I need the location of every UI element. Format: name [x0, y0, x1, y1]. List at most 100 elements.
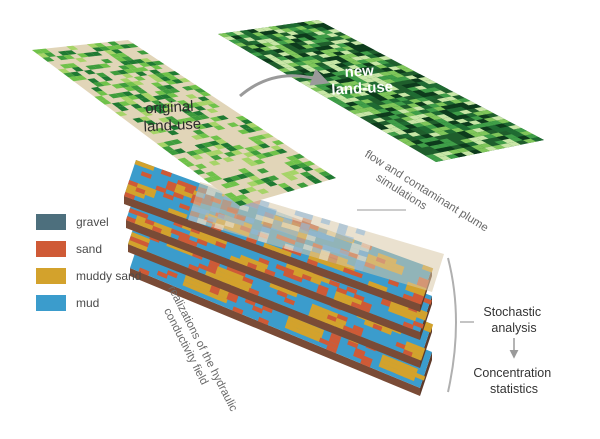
original-land-cell — [161, 107, 174, 113]
original-land-cell — [237, 129, 250, 135]
original-land-cell — [125, 99, 138, 105]
plume-cell — [209, 206, 221, 214]
original-land-cell — [58, 68, 71, 74]
soil-cell — [226, 294, 238, 303]
original-land-cell — [108, 93, 121, 99]
original-land-cell — [121, 56, 134, 61]
soil-cell — [167, 207, 179, 216]
new-land-cell — [299, 80, 313, 86]
soil-cell — [389, 302, 401, 311]
plume-cell — [234, 218, 245, 226]
new-land-cell — [361, 111, 375, 116]
plume-cell — [217, 213, 228, 221]
new-land-cell — [296, 57, 309, 62]
soil-cell — [126, 184, 138, 192]
soil-cell — [128, 240, 140, 248]
new-land-cell — [410, 110, 424, 116]
original-land-cell — [149, 69, 162, 75]
soil-cell — [258, 257, 270, 266]
soil-cell — [200, 284, 212, 293]
soil-cell — [244, 297, 256, 306]
new-land-cell — [400, 133, 414, 139]
soil-cell — [128, 180, 140, 188]
soil-cell — [380, 358, 391, 367]
new-land-cell — [369, 77, 383, 82]
new-land-cell — [320, 65, 333, 70]
new-land-cell — [511, 132, 525, 138]
original-land-cell — [248, 175, 261, 181]
new-land-cell — [350, 41, 364, 46]
soil-cell — [215, 270, 227, 279]
soil-cell — [287, 315, 299, 324]
soil-cell — [347, 340, 359, 349]
new-land-cell — [244, 33, 258, 38]
plume-cell — [262, 221, 273, 229]
new-land-cell — [446, 92, 460, 97]
original-land-cell — [150, 65, 163, 70]
original-land-cell — [176, 100, 189, 105]
soil-cell — [280, 249, 292, 257]
plume-cell — [196, 217, 207, 226]
new-land-cell — [481, 121, 495, 127]
new-land-cell — [322, 26, 335, 30]
soil-cell — [381, 326, 393, 335]
new-land-cell — [463, 101, 477, 106]
new-land-cell — [418, 138, 432, 143]
new-land-cell — [355, 44, 369, 49]
soil-cell — [191, 284, 203, 293]
new-land-cell — [412, 74, 426, 79]
soil-cell — [351, 270, 363, 279]
new-land-cell — [412, 89, 426, 95]
new-land-cell — [290, 70, 304, 75]
soil-cell — [413, 288, 426, 297]
soil-cell — [177, 235, 189, 244]
soil-cell — [292, 270, 305, 279]
soil-cell — [165, 184, 177, 193]
soil-cell — [404, 345, 416, 354]
plume-cell — [295, 236, 306, 244]
new-land-cell — [440, 105, 454, 110]
new-land-cell — [341, 61, 355, 67]
new-land-cell — [369, 109, 383, 115]
original-land-cell — [257, 188, 270, 195]
new-land-cell — [329, 92, 342, 97]
original-land-cell — [254, 134, 267, 140]
soil-cell — [240, 280, 253, 289]
legend-swatch-mud — [36, 294, 66, 311]
soil-cell — [350, 301, 362, 310]
soil-cell — [285, 263, 297, 272]
new-land-cell — [411, 122, 425, 128]
new-land-cell — [261, 58, 275, 63]
plume-cell — [258, 204, 269, 213]
original-land-cell — [165, 116, 178, 122]
soil-cell — [129, 236, 141, 244]
plume-cell — [204, 194, 215, 202]
new-land-cell — [479, 110, 494, 115]
new-land-cell — [448, 149, 462, 155]
soil-cell — [286, 319, 298, 328]
original-land-cell — [156, 103, 169, 109]
original-land-cell — [305, 175, 318, 181]
new-land-cell — [404, 107, 418, 113]
original-land-cell — [125, 81, 138, 87]
soil-cell — [301, 330, 313, 339]
soil-cell — [231, 280, 243, 289]
new-land-cell — [437, 143, 451, 148]
original-land-cell — [99, 99, 112, 105]
original-land-cell — [211, 149, 224, 155]
original-land-cell — [171, 79, 184, 84]
original-land-cell — [90, 51, 103, 56]
plume-cell — [265, 212, 276, 220]
new-land-cell — [483, 117, 497, 122]
new-land-cell — [304, 36, 318, 41]
soil-cell — [388, 361, 400, 370]
original-land-cell — [208, 160, 221, 166]
original-land-cell — [126, 59, 139, 65]
soil-side-face — [420, 296, 432, 340]
new-land-cell — [294, 61, 308, 66]
new-land-cell — [321, 61, 335, 66]
original-land-cell — [135, 89, 148, 94]
original-land-cell — [210, 135, 223, 141]
original-land-cell — [115, 111, 128, 117]
